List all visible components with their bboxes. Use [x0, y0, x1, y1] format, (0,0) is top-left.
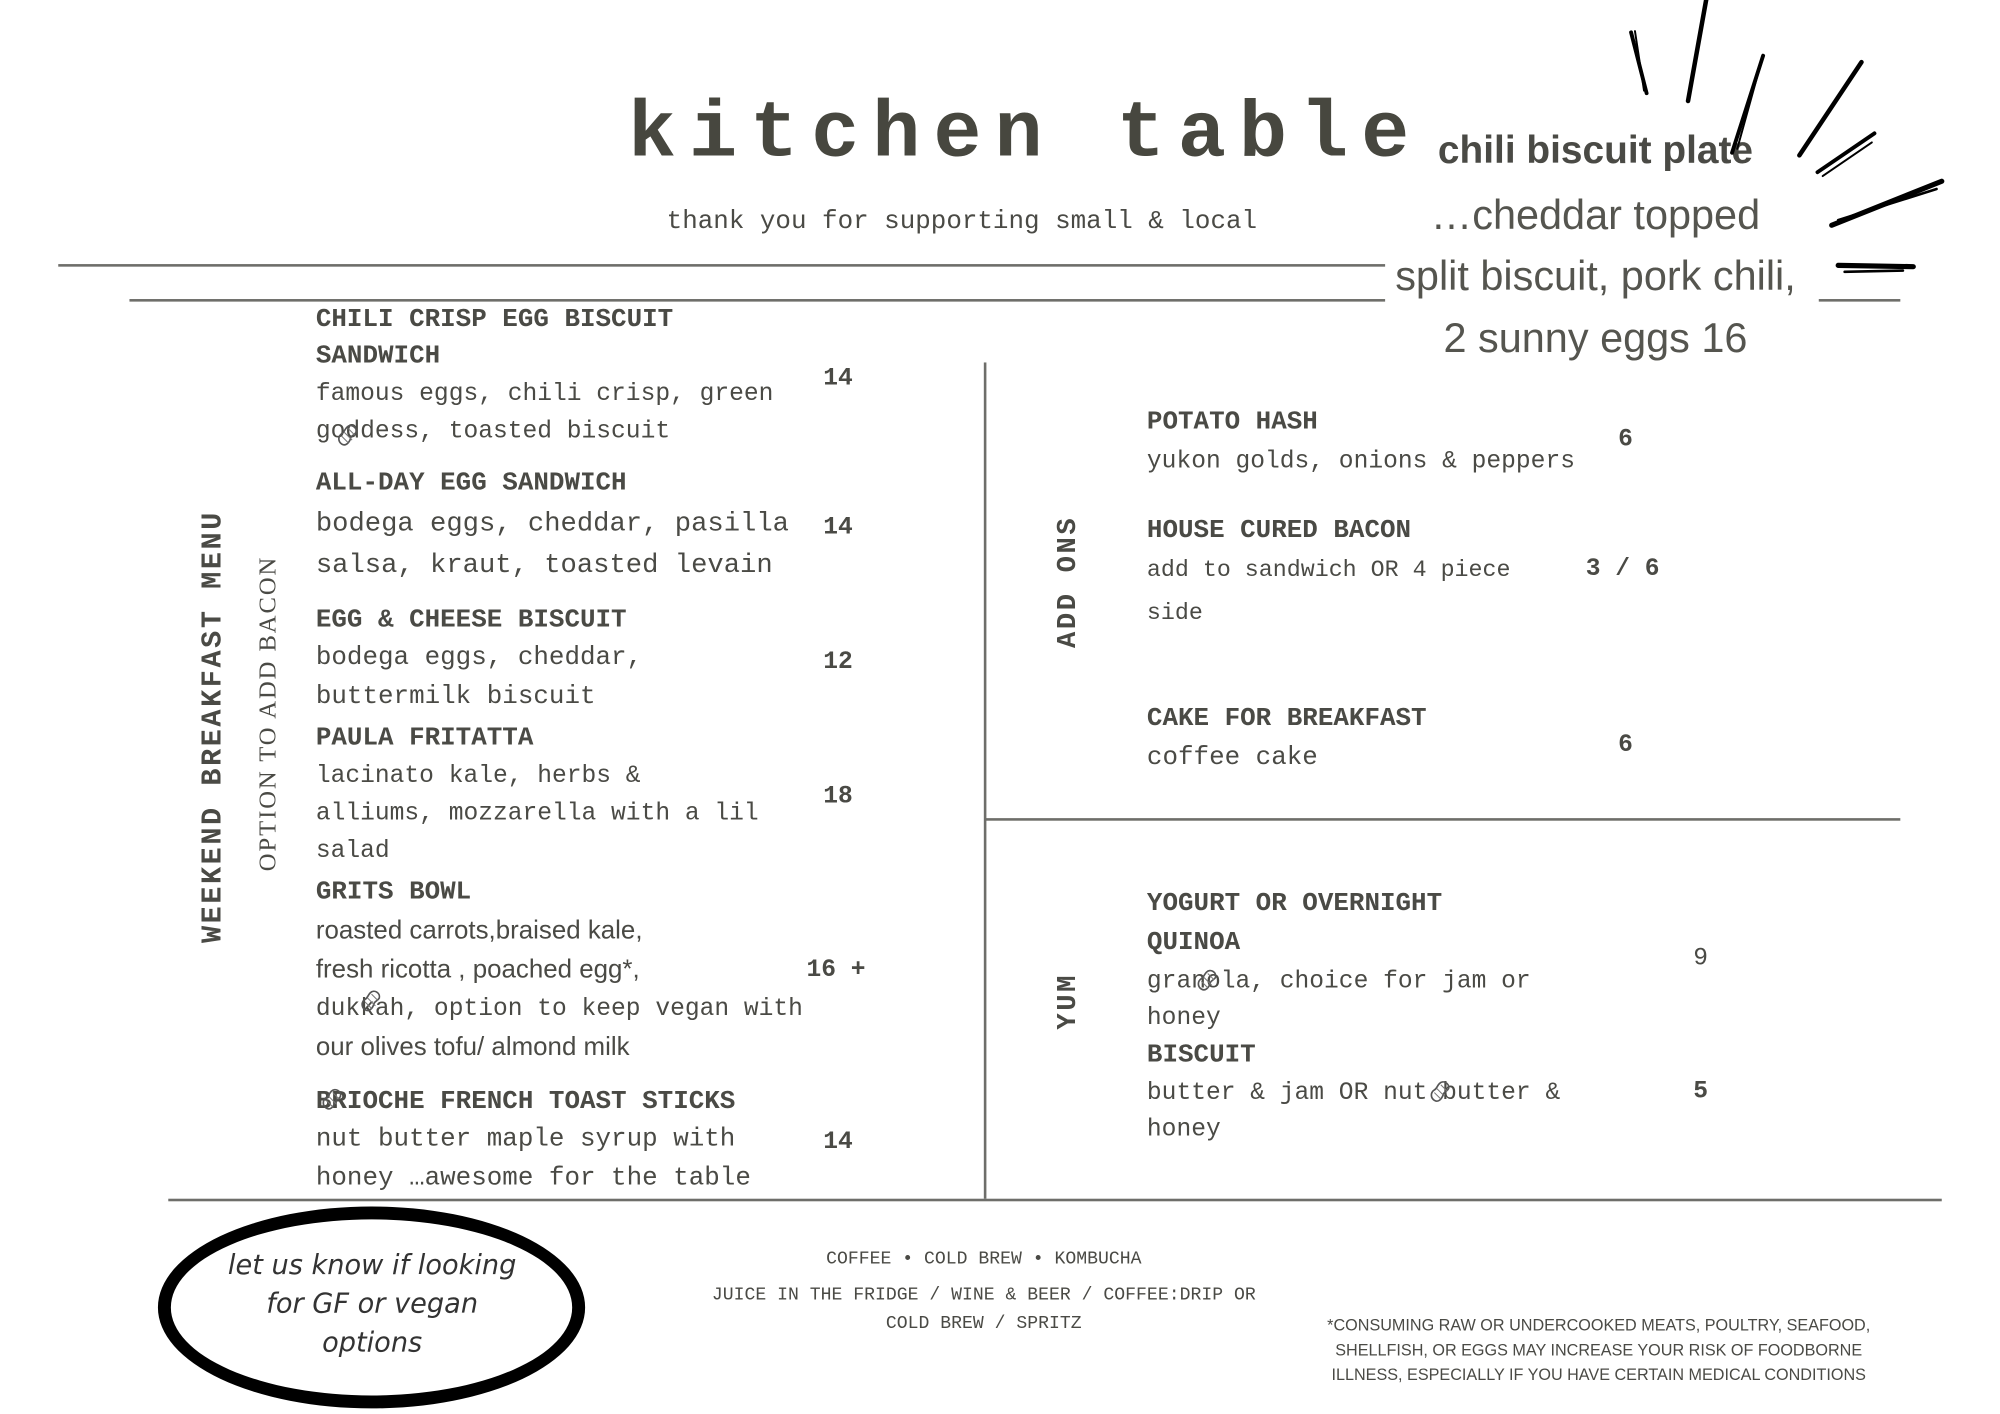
item-desc: goddess, toasted biscuit — [315, 416, 671, 446]
peanut-icon — [338, 424, 357, 446]
menu-item: POTATO HASH yukon golds, onions & pepper… — [1147, 405, 1575, 480]
item-desc: butter & jam OR nut butter & — [1146, 1078, 1561, 1107]
section-label-addons: ADD ONS — [1054, 515, 1085, 649]
divider — [1818, 299, 1901, 302]
menu-item: EGG & CHEESE BISCUIT bodega eggs, chedda… — [316, 603, 642, 717]
item-price: 6 — [1618, 424, 1633, 454]
item-name: ALL-DAY EGG SANDWICH — [315, 468, 627, 499]
item-desc: salad — [315, 836, 390, 865]
item-desc: fresh ricotta , poached egg*, — [315, 955, 640, 984]
health-disclaimer: *CONSUMING RAW OR UNDERCOOKED MEATS, POU… — [1295, 1314, 1903, 1388]
item-desc: dukkah, option to keep vegan with — [315, 994, 803, 1023]
menu-item: GRITS BOWL roasted carrots,braised kale,… — [316, 875, 803, 1067]
item-desc: honey — [1146, 1003, 1221, 1032]
menu-item: CHILI CRISP EGG BISCUIT SANDWICH famous … — [316, 303, 774, 451]
special-line: split biscuit, pork chili, — [1395, 252, 1796, 300]
dietary-callout: let us know if looking for GF or vegan o… — [194, 1245, 550, 1362]
disclaimer-line: SHELLFISH, OR EGGS MAY INCREASE YOUR RIS… — [1335, 1341, 1863, 1360]
divider — [58, 264, 1386, 267]
item-desc: honey — [1146, 1114, 1221, 1144]
item-desc: famous eggs, chili crisp, green — [315, 379, 774, 408]
item-name: YOGURT OR OVERNIGHT — [1146, 889, 1443, 920]
item-desc: bodega eggs, cheddar, pasilla — [315, 510, 789, 540]
item-name: HOUSE CURED BACON — [1146, 516, 1412, 547]
page-subtitle: thank you for supporting small & local — [666, 207, 1258, 237]
item-name: CAKE FOR BREAKFAST — [1146, 704, 1427, 734]
item-price: 18 — [823, 781, 853, 811]
callout-line: options — [322, 1326, 423, 1358]
item-desc: add to sandwich OR 4 piece — [1146, 557, 1511, 584]
section-label-yum: YUM — [1054, 972, 1085, 1030]
item-name: CHILI CRISP EGG BISCUIT — [315, 305, 674, 336]
divider — [168, 1198, 1942, 1202]
section-label-breakfast: WEEKEND BREAKFAST MENU — [197, 510, 230, 944]
special-line: …cheddar topped — [1430, 191, 1761, 239]
page-title: kitchen table — [627, 88, 1423, 180]
item-desc: honey …awesome for the table — [315, 1163, 751, 1194]
item-desc: lacinato kale, herbs & — [315, 761, 641, 790]
item-price: 9 — [1693, 943, 1708, 973]
disclaimer-line: ILLNESS, ESPECIALLY IF YOU HAVE CERTAIN … — [1331, 1365, 1866, 1384]
special-title: chili biscuit plate — [1437, 129, 1753, 173]
divider — [985, 818, 1901, 821]
sunburst-icon — [1629, 0, 1945, 274]
item-price: 14 — [823, 1127, 853, 1156]
item-desc: salsa, kraut, toasted levain — [315, 551, 773, 582]
callout-line: for GF or vegan — [266, 1288, 479, 1320]
item-desc: alliums, mozzarella with a lil — [315, 798, 759, 828]
item-name: SANDWICH — [315, 341, 441, 372]
callout-line: let us know if looking — [227, 1249, 517, 1281]
special-line: 2 sunny eggs 16 — [1443, 314, 1748, 362]
disclaimer-line: *CONSUMING RAW OR UNDERCOOKED MEATS, POU… — [1327, 1316, 1871, 1335]
menu-item: ALL-DAY EGG SANDWICH bodega eggs, chedda… — [316, 466, 789, 588]
menu-item: YOGURT OR OVERNIGHT QUINOA granola, choi… — [1147, 885, 1531, 1035]
item-desc: coffee cake — [1146, 743, 1318, 773]
item-desc: buttermilk biscuit — [315, 682, 596, 712]
item-desc: nut butter maple syrup with — [315, 1124, 736, 1155]
menu-item: CAKE FOR BREAKFAST coffee cake — [1147, 702, 1427, 780]
special-box: chili biscuit plate …cheddar topped spli… — [1372, 0, 1819, 388]
menu-item: PAULA FRITATTA lacinato kale, herbs & al… — [316, 721, 759, 870]
item-price: 12 — [823, 647, 853, 676]
item-name: BRIOCHE FRENCH TOAST STICKS — [315, 1087, 736, 1118]
item-name: EGG & CHEESE BISCUIT — [315, 605, 627, 636]
drinks-line: COLD BREW / SPRITZ — [885, 1313, 1082, 1335]
peanut-icon — [322, 1088, 342, 1110]
divider — [129, 299, 1386, 302]
item-name: PAULA FRITATTA — [315, 723, 534, 754]
item-price: 5 — [1693, 1077, 1708, 1106]
item-price: 16 + — [806, 955, 866, 984]
item-price: 14 — [823, 363, 853, 393]
menu-item: BISCUIT butter & jam OR nut butter & hon… — [1147, 1038, 1560, 1147]
drinks-line: JUICE IN THE FRIDGE / WINE & BEER / COFF… — [711, 1285, 1256, 1307]
item-desc: side — [1146, 600, 1203, 627]
item-price: 6 — [1618, 730, 1633, 759]
menu-item: BRIOCHE FRENCH TOAST STICKS nut butter m… — [316, 1085, 751, 1199]
item-desc: roasted carrots,braised kale, — [315, 916, 643, 945]
item-price: 3 / 6 — [1585, 554, 1660, 583]
item-price: 14 — [823, 512, 853, 542]
item-desc: bodega eggs, cheddar, — [315, 643, 643, 674]
item-name: POTATO HASH — [1146, 407, 1318, 438]
item-name: GRITS BOWL — [315, 877, 472, 908]
peanut-icon — [361, 990, 381, 1012]
peanut-icon — [1430, 1081, 1450, 1102]
item-name: QUINOA — [1146, 928, 1241, 958]
column-divider — [983, 362, 987, 1199]
item-desc: yukon golds, onions & peppers — [1146, 446, 1575, 476]
item-desc: our olives tofu/ almond milk — [315, 1033, 630, 1062]
drinks-line: COFFEE • COLD BREW • KOMBUCHA — [826, 1249, 1142, 1270]
bacon-note: OPTION TO ADD BACON — [255, 555, 283, 872]
item-name: BISCUIT — [1146, 1040, 1256, 1071]
menu-item: HOUSE CURED BACON add to sandwich OR 4 p… — [1147, 514, 1511, 636]
peanut-icon — [1197, 969, 1217, 991]
